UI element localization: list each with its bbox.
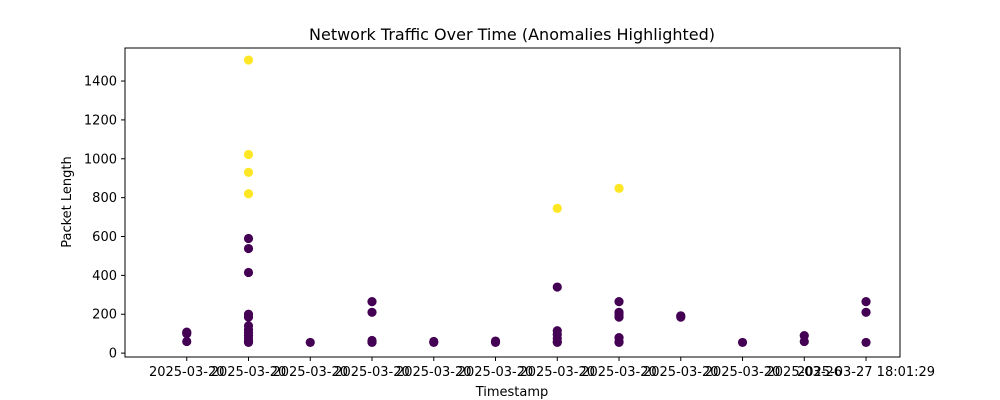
normal-point: [243, 243, 254, 254]
x-tick-label: 2025-03-20: [643, 365, 719, 380]
x-tick-label: 2025-03-20: [149, 365, 225, 380]
anomaly-point: [243, 189, 254, 199]
normal-point: [367, 297, 377, 307]
anomaly-point: [614, 183, 624, 193]
anomaly-point: [243, 149, 254, 160]
x-axis: 2025-03-202025-03-202025-03-202025-03-20…: [149, 357, 935, 380]
x-tick-label: 2025-03-20: [211, 365, 287, 380]
y-axis-label: Packet Length: [60, 156, 75, 248]
normal-point: [861, 337, 871, 348]
normal-point: [367, 307, 377, 317]
x-tick-label: 2025-03-20: [705, 365, 781, 380]
y-tick-label: 1200: [84, 113, 117, 128]
y-tick-label: 1000: [84, 152, 117, 167]
anomaly-point: [243, 55, 254, 65]
chart-title: Network Traffic Over Time (Anomalies Hig…: [309, 25, 715, 44]
normal-point: [243, 267, 254, 278]
normal-point: [552, 282, 562, 292]
normal-point: [490, 336, 501, 346]
x-tick-label: 2025-03-27 18:01:29: [797, 365, 935, 380]
normal-point: [367, 335, 377, 346]
normal-point: [614, 297, 624, 307]
normal-point: [182, 327, 192, 337]
normal-point: [243, 233, 254, 244]
y-axis: 0 200 400 600 800 1000 1200 1400: [84, 75, 125, 362]
normal-point: [182, 336, 192, 347]
anomaly-point: [552, 203, 562, 213]
y-tick-label: 0: [109, 347, 117, 362]
normal-point: [243, 309, 254, 319]
normal-point: [861, 307, 871, 317]
y-tick-label: 600: [92, 230, 117, 245]
normal-point: [737, 337, 748, 348]
y-tick-label: 800: [92, 191, 117, 206]
x-tick-label: 2025-03-20: [272, 365, 348, 380]
normal-point: [676, 311, 686, 321]
normal-point: [614, 307, 624, 317]
normal-point: [614, 332, 624, 343]
x-axis-label: Timestamp: [475, 385, 549, 400]
y-tick-label: 200: [92, 308, 117, 323]
anomaly-point: [243, 167, 254, 177]
x-tick-label: 2025-03-20: [334, 365, 410, 380]
normal-point: [305, 337, 315, 348]
x-tick-label: 2025-03-20: [458, 365, 534, 380]
y-tick-label: 1400: [84, 75, 117, 90]
x-tick-label: 2025-03-26: [767, 365, 843, 380]
plot-frame: [124, 47, 901, 358]
normal-point: [799, 331, 809, 341]
y-tick-label: 400: [92, 269, 117, 284]
normal-point: [429, 336, 439, 347]
x-tick-label: 2025-03-20: [581, 365, 657, 380]
x-tick-label: 2025-03-20: [396, 365, 472, 380]
normal-point: [861, 297, 871, 307]
normal-point: [243, 321, 254, 331]
normal-point: [552, 326, 562, 336]
data-points: [182, 55, 871, 348]
plot-area: [124, 47, 901, 358]
x-tick-label: 2025-03-20: [519, 365, 595, 380]
